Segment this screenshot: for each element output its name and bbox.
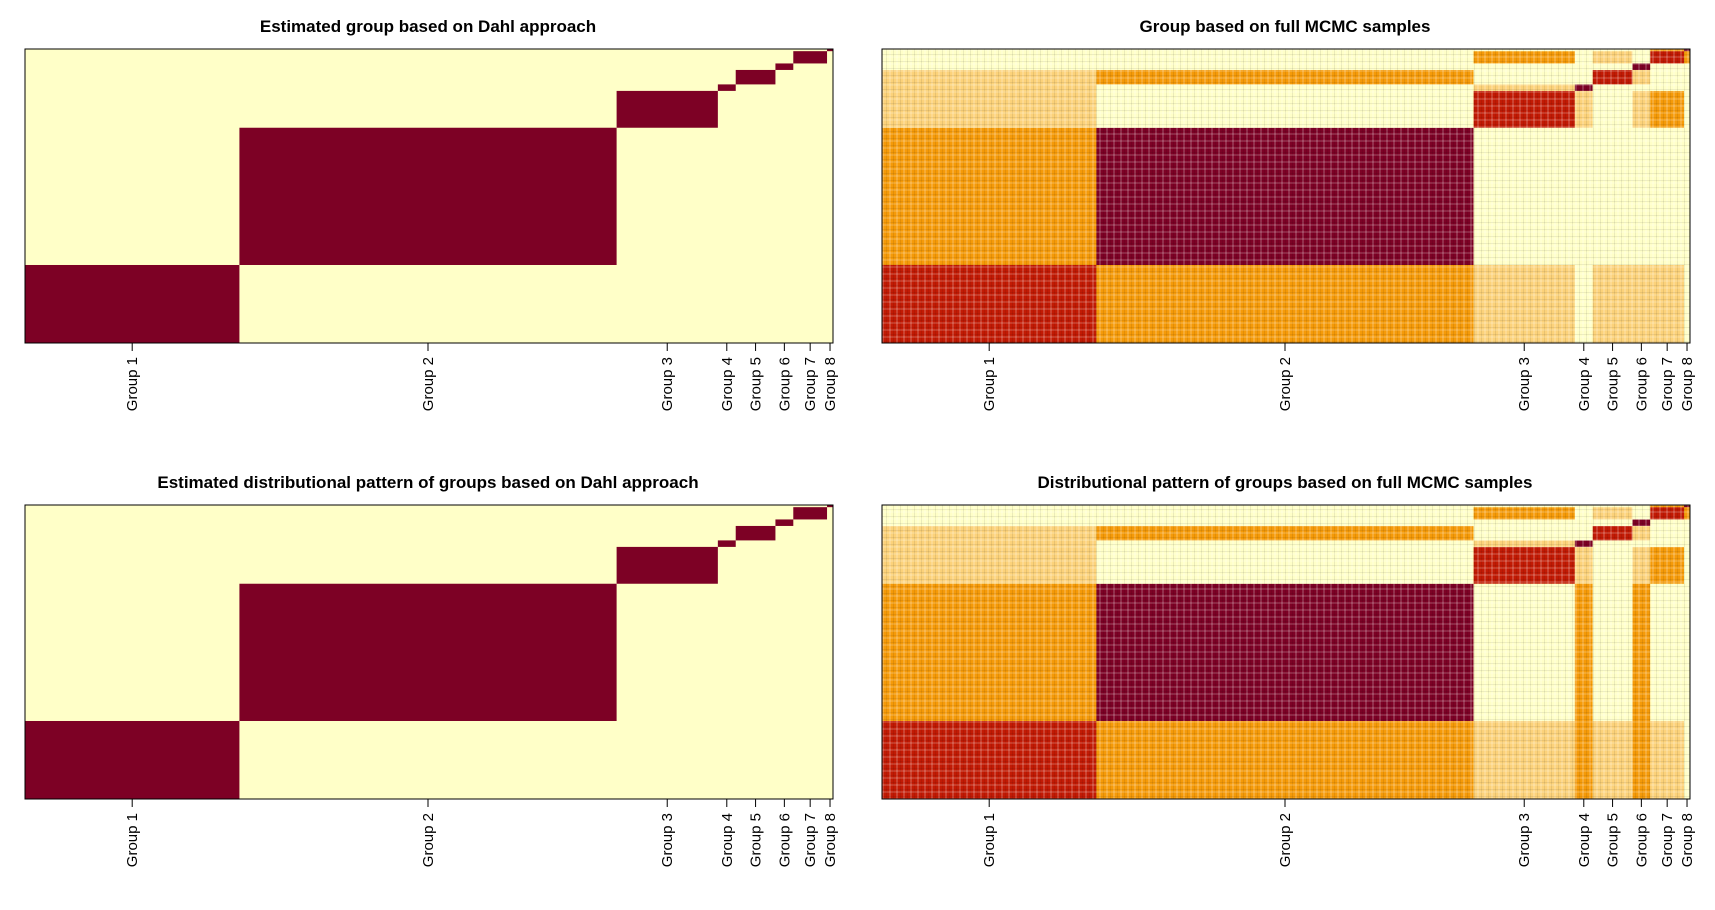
x-tick-label: Group 2	[1277, 813, 1294, 867]
heatmap-cell-group8-group8	[827, 49, 833, 52]
heatmap-cells	[25, 49, 833, 343]
heatmap-cell-group7-group7	[793, 51, 828, 64]
x-axis: Group 1 Group 2 Group 3 Group 4 Group 5 Group…	[981, 343, 1696, 411]
chart-title: Group based on full MCMC samples	[1140, 17, 1431, 36]
x-tick-label: Group 3	[1516, 357, 1533, 411]
x-tick-label: Group 6	[776, 357, 793, 411]
heatmap-cells	[25, 505, 833, 799]
x-tick-label: Group 8	[822, 813, 839, 867]
panel-dahl-group: Estimated group based on Dahl approach G…	[24, 17, 839, 411]
heatmap-cells	[882, 505, 1690, 799]
x-tick-label: Group 4	[719, 357, 736, 411]
x-tick-label: Group 2	[420, 813, 437, 867]
x-tick-label: Group 5	[748, 813, 765, 867]
heatmap-cell-group4-group4	[717, 84, 736, 91]
chart-title: Estimated group based on Dahl approach	[260, 17, 596, 36]
x-tick-label: Group 7	[802, 357, 819, 411]
chart-title: Distributional pattern of groups based o…	[1038, 473, 1533, 492]
heatmap-cell-group6-group6	[775, 63, 794, 70]
plot-frame	[24, 504, 834, 800]
heatmap-cell-group6-group6	[775, 519, 794, 526]
heatmap-cell-group5-group5	[735, 69, 776, 85]
heatmap-cell-group7-group7	[793, 507, 828, 520]
plot-frame	[881, 504, 1691, 800]
x-tick-label: Group 5	[1605, 357, 1622, 411]
x-tick-label: Group 7	[802, 813, 819, 867]
x-tick-label: Group 5	[1605, 813, 1622, 867]
heatmap-cell-group1-group1	[25, 720, 240, 799]
x-tick-label: Group 8	[1679, 357, 1696, 411]
panel-mcmc-group: Group based on full MCMC samples Group 1…	[881, 17, 1696, 411]
x-tick-label: Group 6	[776, 813, 793, 867]
x-tick-label: Group 8	[1679, 813, 1696, 867]
x-tick-label: Group 3	[659, 813, 676, 867]
x-tick-label: Group 1	[124, 813, 141, 867]
x-tick-label: Group 6	[1633, 357, 1650, 411]
heatmap-texture-horizontal	[882, 505, 1690, 799]
heatmap-cell-group3-group3	[616, 546, 718, 584]
x-tick-label: Group 2	[1277, 357, 1294, 411]
x-tick-label: Group 4	[719, 813, 736, 867]
x-tick-label: Group 3	[659, 357, 676, 411]
x-tick-label: Group 6	[1633, 813, 1650, 867]
x-tick-label: Group 4	[1576, 813, 1593, 867]
heatmap-texture-horizontal	[882, 49, 1690, 343]
panel-dahl-distribution: Estimated distributional pattern of grou…	[24, 473, 839, 867]
x-axis: Group 1 Group 2 Group 3 Group 4 Group 5 Group…	[981, 799, 1696, 867]
chart-title: Estimated distributional pattern of grou…	[157, 473, 698, 492]
heatmap-cell-group8-group8	[827, 505, 833, 508]
plot-frame	[24, 48, 834, 344]
heatmap-cell-group5-group5	[735, 525, 776, 541]
x-tick-label: Group 3	[1516, 813, 1533, 867]
x-tick-label: Group 7	[1659, 357, 1676, 411]
plot-frame	[881, 48, 1691, 344]
heatmap-cell-group1-group1	[25, 264, 240, 343]
heatmap-cell-group2-group2	[239, 127, 617, 265]
x-tick-label: Group 2	[420, 357, 437, 411]
heatmap-cell-group2-group2	[239, 583, 617, 721]
x-tick-label: Group 1	[981, 813, 998, 867]
x-tick-label: Group 8	[822, 357, 839, 411]
heatmap-cell-group4-group4	[717, 540, 736, 547]
x-tick-label: Group 7	[1659, 813, 1676, 867]
x-tick-label: Group 1	[124, 357, 141, 411]
x-axis: Group 1 Group 2 Group 3 Group 4 Group 5 Group…	[124, 343, 839, 411]
panel-mcmc-distribution: Distributional pattern of groups based o…	[881, 473, 1696, 867]
x-tick-label: Group 5	[748, 357, 765, 411]
x-tick-label: Group 1	[981, 357, 998, 411]
heatmap-cell-group3-group3	[616, 90, 718, 128]
x-axis: Group 1 Group 2 Group 3 Group 4 Group 5 Group…	[124, 799, 839, 867]
heatmap-cells	[882, 49, 1690, 343]
x-tick-label: Group 4	[1576, 357, 1593, 411]
